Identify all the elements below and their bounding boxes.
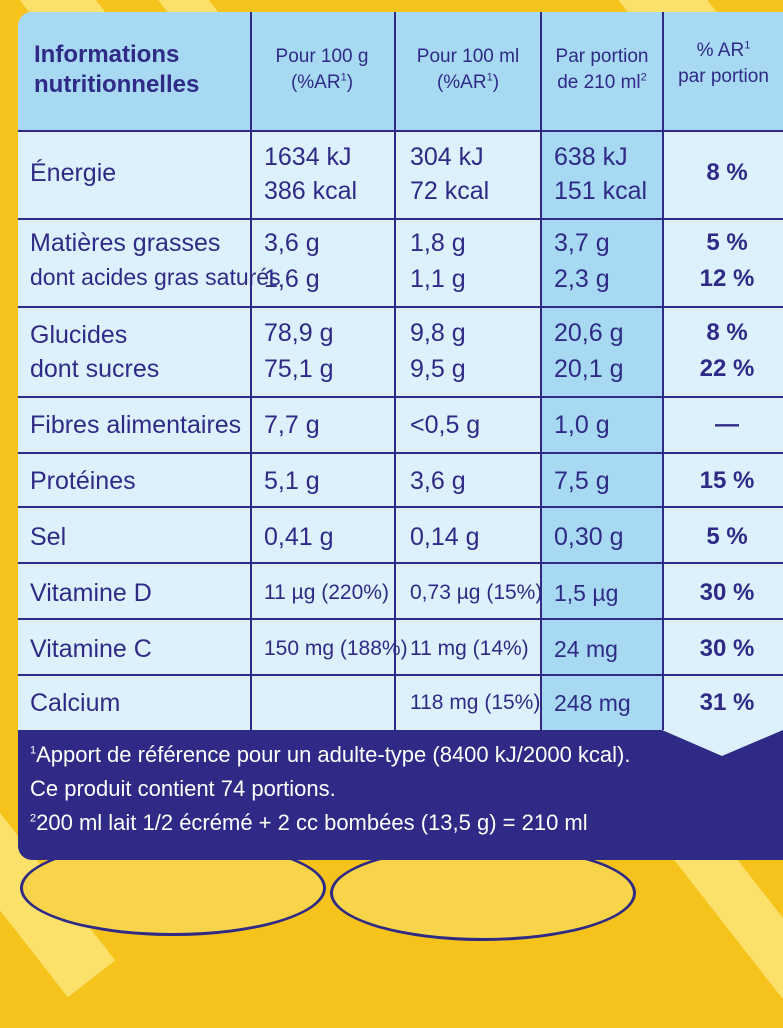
matieres-100g: 3,6 g [264, 229, 320, 257]
column-divider [250, 12, 252, 730]
row-divider [18, 218, 783, 220]
column-divider [540, 12, 542, 730]
energie-100g-kj: 1634 kJ [264, 143, 352, 171]
row-divider [18, 618, 783, 620]
row-divider [18, 562, 783, 564]
proteines-100ml: 3,6 g [410, 467, 466, 495]
energie-100g-kcal: 386 kcal [264, 177, 358, 205]
footer-notch [662, 730, 783, 756]
row-divider [18, 674, 783, 676]
calcium-portion: 248 mg [554, 690, 631, 716]
row-divider [18, 452, 783, 454]
header-title-line2: nutritionnelles [34, 71, 200, 98]
proteines-portion: 7,5 g [554, 467, 610, 495]
nutrition-table: Informations nutritionnelles Pour 100 g … [18, 12, 783, 860]
energie-portion-kcal: 151 kcal [554, 177, 648, 205]
header-per-portion-line1: Par portion [555, 46, 649, 67]
sel-ar: 5 % [706, 523, 748, 550]
footnote-portions: Ce produit contient 74 portions. [30, 776, 336, 801]
row-divider [18, 306, 783, 308]
column-divider [394, 12, 396, 730]
column-divider [662, 12, 664, 730]
row-divider [18, 130, 783, 132]
vitc-portion: 24 mg [554, 636, 618, 662]
header-per-portion: Par portion de 210 ml2 [542, 44, 662, 96]
sel-100ml: 0,14 g [410, 523, 480, 551]
footnote-2: 2200 ml lait 1/2 écrémé + 2 cc bombées (… [30, 810, 588, 835]
row-label-energie: Énergie [30, 159, 117, 187]
footnote-1: 1Apport de référence pour un adulte-type… [30, 742, 631, 767]
row-divider [18, 506, 783, 508]
header-per-100g-line1: Pour 100 g [275, 46, 369, 67]
footnotes [18, 730, 783, 860]
vitd-100g: 11 µg (220%) [264, 581, 389, 604]
row-label-proteines: Protéines [30, 467, 136, 495]
satures-ar: 12 % [699, 265, 755, 292]
glucides-100g: 78,9 g [264, 319, 334, 347]
vitc-100ml: 11 mg (14%) [410, 637, 529, 660]
vitc-100g: 150 mg (188%) [264, 637, 408, 660]
row-divider [18, 396, 783, 398]
fibres-ar: — [715, 411, 739, 438]
sucres-ar: 22 % [699, 355, 755, 382]
row-label-sel: Sel [30, 523, 67, 551]
satures-100g: 1,6 g [264, 265, 320, 293]
fibres-100g: 7,7 g [264, 411, 320, 439]
header-per-100ml: Pour 100 ml (%AR1) [396, 44, 540, 96]
calcium-100ml: 118 mg (15%) [410, 691, 541, 714]
proteines-ar: 15 % [699, 467, 755, 494]
energie-100ml-kcal: 72 kcal [410, 177, 490, 205]
vitd-ar: 30 % [699, 579, 755, 606]
header-per-portion-line2: de 210 ml2 [557, 71, 647, 93]
glucides-ar: 8 % [706, 319, 748, 346]
energie-portion-kj: 638 kJ [554, 143, 628, 171]
sel-100g: 0,41 g [264, 523, 334, 551]
header-per-100g: Pour 100 g (%AR1) [252, 44, 392, 96]
energie-100ml-kj: 304 kJ [410, 143, 484, 171]
glucides-100ml: 9,8 g [410, 319, 466, 347]
matieres-100ml: 1,8 g [410, 229, 466, 257]
matieres-portion: 3,7 g [554, 229, 610, 257]
header-ar-portion-line1: % AR1 [696, 39, 751, 61]
sucres-100ml: 9,5 g [410, 355, 466, 383]
glucides-portion: 20,6 g [554, 319, 624, 347]
row-label-calcium: Calcium [30, 689, 121, 717]
matieres-ar: 5 % [706, 229, 748, 256]
header-per-100ml-line1: Pour 100 ml [416, 46, 520, 67]
row-label-glucides: Glucides [30, 321, 128, 349]
vitd-portion: 1,5 µg [554, 580, 619, 606]
proteines-100g: 5,1 g [264, 467, 320, 495]
satures-100ml: 1,1 g [410, 265, 466, 293]
vitc-ar: 30 % [699, 635, 755, 662]
sucres-portion: 20,1 g [554, 355, 624, 383]
header-title-line1: Informations [34, 41, 180, 68]
header-per-100g-line2: (%AR1) [290, 71, 354, 93]
vitd-100ml: 0,73 µg (15%) [410, 581, 543, 604]
fibres-100ml: <0,5 g [410, 411, 481, 439]
row-label-matieres-grasses: Matières grasses [30, 229, 221, 257]
sucres-100g: 75,1 g [264, 355, 334, 383]
row-label-vitamine-d: Vitamine D [30, 579, 152, 607]
calcium-ar: 31 % [699, 689, 755, 716]
table-header [18, 12, 783, 130]
energie-ar: 8 % [706, 159, 748, 186]
row-label-fibres: Fibres alimentaires [30, 411, 242, 439]
header-per-100ml-line2: (%AR1) [436, 71, 500, 93]
row-label-vitamine-c: Vitamine C [30, 635, 152, 663]
satures-portion: 2,3 g [554, 265, 610, 293]
header-ar-portion: % AR1 par portion [664, 38, 783, 90]
row-label-acides-gras-satures: dont acides gras saturés [30, 264, 281, 290]
header-title: Informations nutritionnelles [34, 40, 199, 100]
fibres-portion: 1,0 g [554, 411, 610, 439]
sel-portion: 0,30 g [554, 523, 624, 551]
row-label-sucres: dont sucres [30, 355, 160, 383]
header-ar-portion-line2: par portion [678, 66, 769, 87]
